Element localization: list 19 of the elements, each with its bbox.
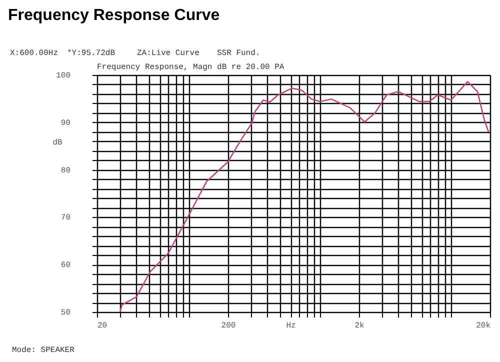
x-tick-label: 200: [221, 322, 236, 330]
y-tick-label: 50: [60, 308, 71, 318]
y-tick-label: 80: [60, 166, 71, 176]
y-tick-label: 70: [60, 214, 71, 223]
x-tick-label: 2k: [354, 322, 364, 330]
text: Mode: SPEAKER: [12, 346, 75, 355]
chart-title: Frequency Response Curve: [8, 7, 220, 24]
y-tick-label: 100: [56, 72, 71, 80]
x-tick-label: Hz: [286, 322, 296, 330]
text: ZA:Live Curve: [137, 49, 200, 58]
text: SSR Fund.: [217, 49, 260, 58]
chart-subtitle: Frequency Response, Magn dB re 20.00 PA: [97, 63, 284, 72]
x-tick-label: 20k: [476, 322, 491, 330]
y-tick-label: 60: [60, 261, 71, 270]
text: X:600.00Hz: [10, 49, 58, 58]
y-tick-label: 90: [60, 118, 71, 128]
x-tick-label: 20: [98, 322, 108, 330]
text: *Y:95.72dB: [67, 49, 116, 58]
y-axis-title: dB: [52, 138, 62, 148]
